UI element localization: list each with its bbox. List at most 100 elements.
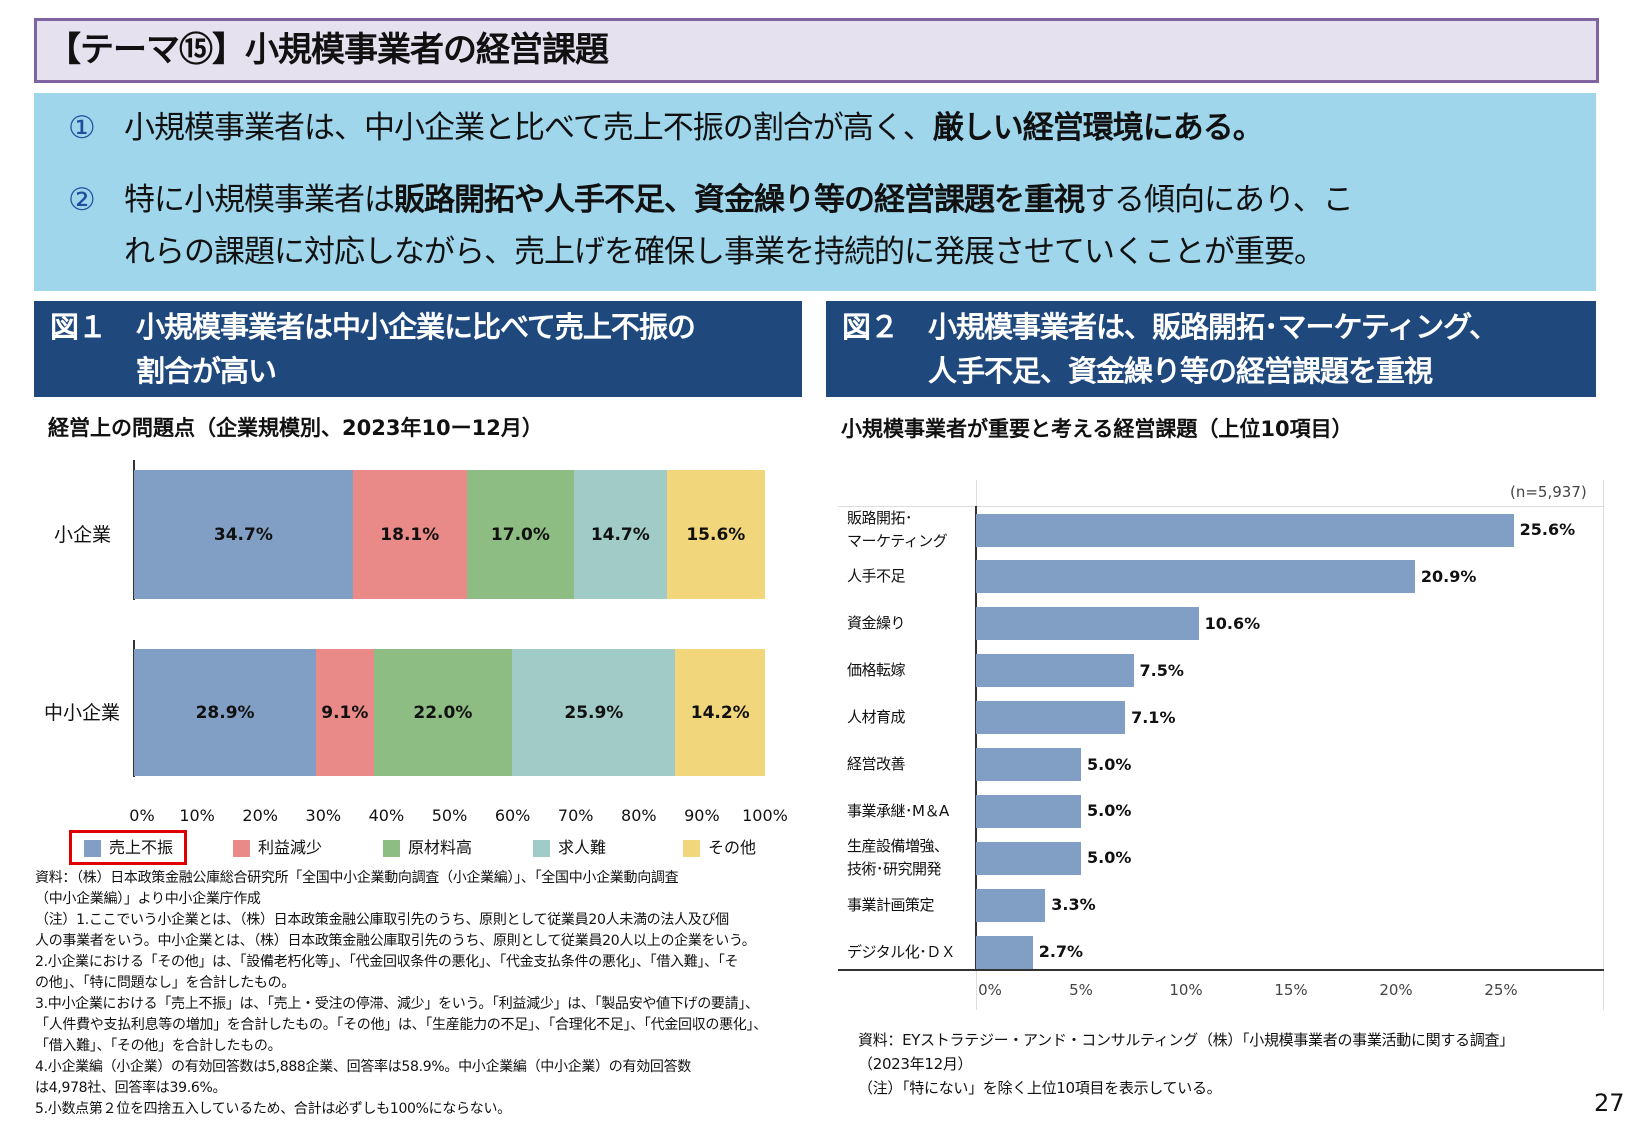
legend-label: 原材料高 [408,838,473,857]
bar-segment: 15.6% [666,470,765,599]
category-label-line: 販路開拓･ [847,509,913,527]
bullet-1-number: ① [68,110,96,146]
x-tick-label: 15% [1274,981,1308,999]
bar [976,607,1199,641]
x-tick-label: 50% [431,806,468,825]
figure-title: 人手不足、資金繰り等の経営課題を重視 [928,354,1433,388]
y-axis-line [975,506,977,970]
category-label-line: 事業計画策定 [847,895,935,914]
bar-segment: 17.0% [466,470,574,599]
x-tick-label: 5% [1069,981,1093,999]
figure-title: 割合が高い [136,354,277,388]
text: 特に小規模事業者は [124,182,395,218]
summary-box: ① 小規模事業者は、中小企業と比べて売上不振の割合が高く、厳しい経営環境にある。… [34,93,1596,291]
legend-label: 求人難 [558,838,607,857]
note-line: の他」、「特に問題なし」を合計したもの。 [35,975,295,991]
category-label: 中小企業 [44,701,121,724]
summary-point-1: 小規模事業者は、中小企業と比べて売上不振の割合が高く、厳しい経営環境にある。 [124,105,1264,151]
category-label-line: 人材育成 [847,708,906,727]
x-tick-label: 0% [978,981,1002,999]
legend-item: 原材料高 [383,836,472,860]
category-label: 事業承継･M＆A [847,800,949,823]
data-label: 2.7% [1038,942,1084,962]
category-label-line: マーケティング [847,532,948,550]
x-tick-label: 20% [242,806,278,825]
x-tick-label: 10% [1169,981,1203,999]
data-label: 3.3% [1051,895,1096,915]
category-label: 小企業 [54,523,112,546]
text: 小規模事業者は、中小企業と比べて売上不振の割合が高く、 [124,110,934,146]
note-line: （注）「特にない」を除く上位10項目を表示している。 [858,1079,1222,1097]
bar [976,654,1134,688]
figure-2-header: 図２ 小規模事業者は、販路開拓･マーケティング、 人手不足、資金繰り等の経営課題を重… [826,301,1596,397]
bar-segment: 9.1% [316,649,374,776]
category-label-line: 生産設備増強、 [847,837,949,856]
category-label: 価格転嫁 [847,659,906,682]
x-tick-label: 90% [684,806,720,825]
data-label: 7.1% [1131,707,1176,727]
chart-2-subtitle: 小規模事業者が重要と考える経営課題（上位10項目） [841,417,1353,441]
legend-highlight-box [69,830,187,865]
category-label-line: 人手不足 [847,567,906,586]
data-label: 5.0% [1087,754,1132,774]
legend-label: 売上不振 [109,838,174,857]
category-label-line: デジタル化･ＤＸ [847,942,956,961]
x-tick-label: 70% [557,806,594,825]
legend-swatch [383,839,400,857]
bar [976,560,1415,594]
note-line: 2.小企業における「その他」は、「設備老朽化等」、「代金回収条件の悪化」、「代金… [35,954,739,970]
legend-swatch [533,839,550,857]
legend-item: 求人難 [533,836,606,860]
bar [976,748,1081,781]
sample-size: (n=5,937) [1510,483,1587,501]
legend-label: その他 [708,838,757,857]
top-gridline [838,506,1604,507]
note-line: 「人件費や支払利息等の増加」を合計したもの。「その他」は、「生産能力の不足」、「… [35,1017,767,1033]
figure-1-header: 図１ 小規模事業者は中小企業に比べて売上不振の 割合が高い [34,301,802,397]
category-label: 生産設備増強、 技術･研究開発 [847,835,949,881]
summary-point-2: 特に小規模事業者は販路開拓や人手不足、資金繰り等の経営課題を重視する傾向にあり、… [124,177,1354,223]
x-tick-label: 100% [742,806,788,825]
figure-label: 図１ [50,310,107,344]
bar-segment: 14.2% [675,649,765,776]
legend-swatch [683,839,700,857]
x-tick-label: 20% [1379,981,1413,999]
note-line: 「借入難」、「その他」を合計したもの。 [35,1038,282,1054]
legend-item: 売上不振 [84,836,173,860]
category-label: 経営改善 [847,753,906,776]
legend-swatch [84,839,101,857]
x-tick-label: 10% [179,806,215,825]
data-label: 5.0% [1087,801,1132,821]
legend-item: その他 [683,836,756,860]
category-label: 資金繰り [847,612,906,635]
summary-point-2-cont: れらの課題に対応しながら、売上げを確保し事業を持続的に発展させていくことが重要。 [124,234,1325,270]
text: する傾向にあり、こ [1084,182,1354,218]
category-label: 販路開拓･ マーケティング [847,507,948,553]
bar [976,935,1033,969]
bar [976,841,1081,875]
x-tick-label: 80% [621,806,657,825]
figure-label: 図２ [842,310,899,344]
x-tick-label: 40% [368,806,405,825]
note-line: （中小企業編）」より中小企業庁作成 [35,891,261,907]
category-label-line: 経営改善 [847,755,906,773]
legend-swatch [233,839,250,857]
figure-1-notes: 資料：（株）日本政策金融公庫総合研究所「全国中小企業動向調査（小企業編）」、「全… [35,868,830,1120]
category-label-line: 資金繰り [847,614,906,633]
category-label-line: 事業承継･M＆A [847,801,949,820]
note-line: 資料：（株）日本政策金融公庫総合研究所「全国中小企業動向調査（小企業編）」、「全… [35,870,679,886]
note-line: 資料：EYストラテジー・アンド・コンサルティング（株）「小規模事業者の事業活動に… [858,1031,1514,1049]
data-label: 7.5% [1139,660,1184,680]
bar [976,794,1081,828]
legend-item: 利益減少 [233,836,322,860]
bar-segment: 25.9% [512,649,676,776]
x-axis-line [838,969,1604,971]
category-label: 人手不足 [847,565,906,588]
figure-2-notes: 資料：EYストラテジー・アンド・コンサルティング（株）「小規模事業者の事業活動に… [858,1028,1593,1100]
category-label: 人材育成 [847,706,906,729]
legend-label: 利益減少 [258,838,323,857]
x-tick-label: 25% [1484,981,1518,999]
bar [976,888,1046,922]
note-line: 4.小企業編（小企業）の有効回答数は5,888企業、回答率は58.9%。中小企業… [35,1059,692,1075]
data-label: 25.6% [1519,520,1576,539]
